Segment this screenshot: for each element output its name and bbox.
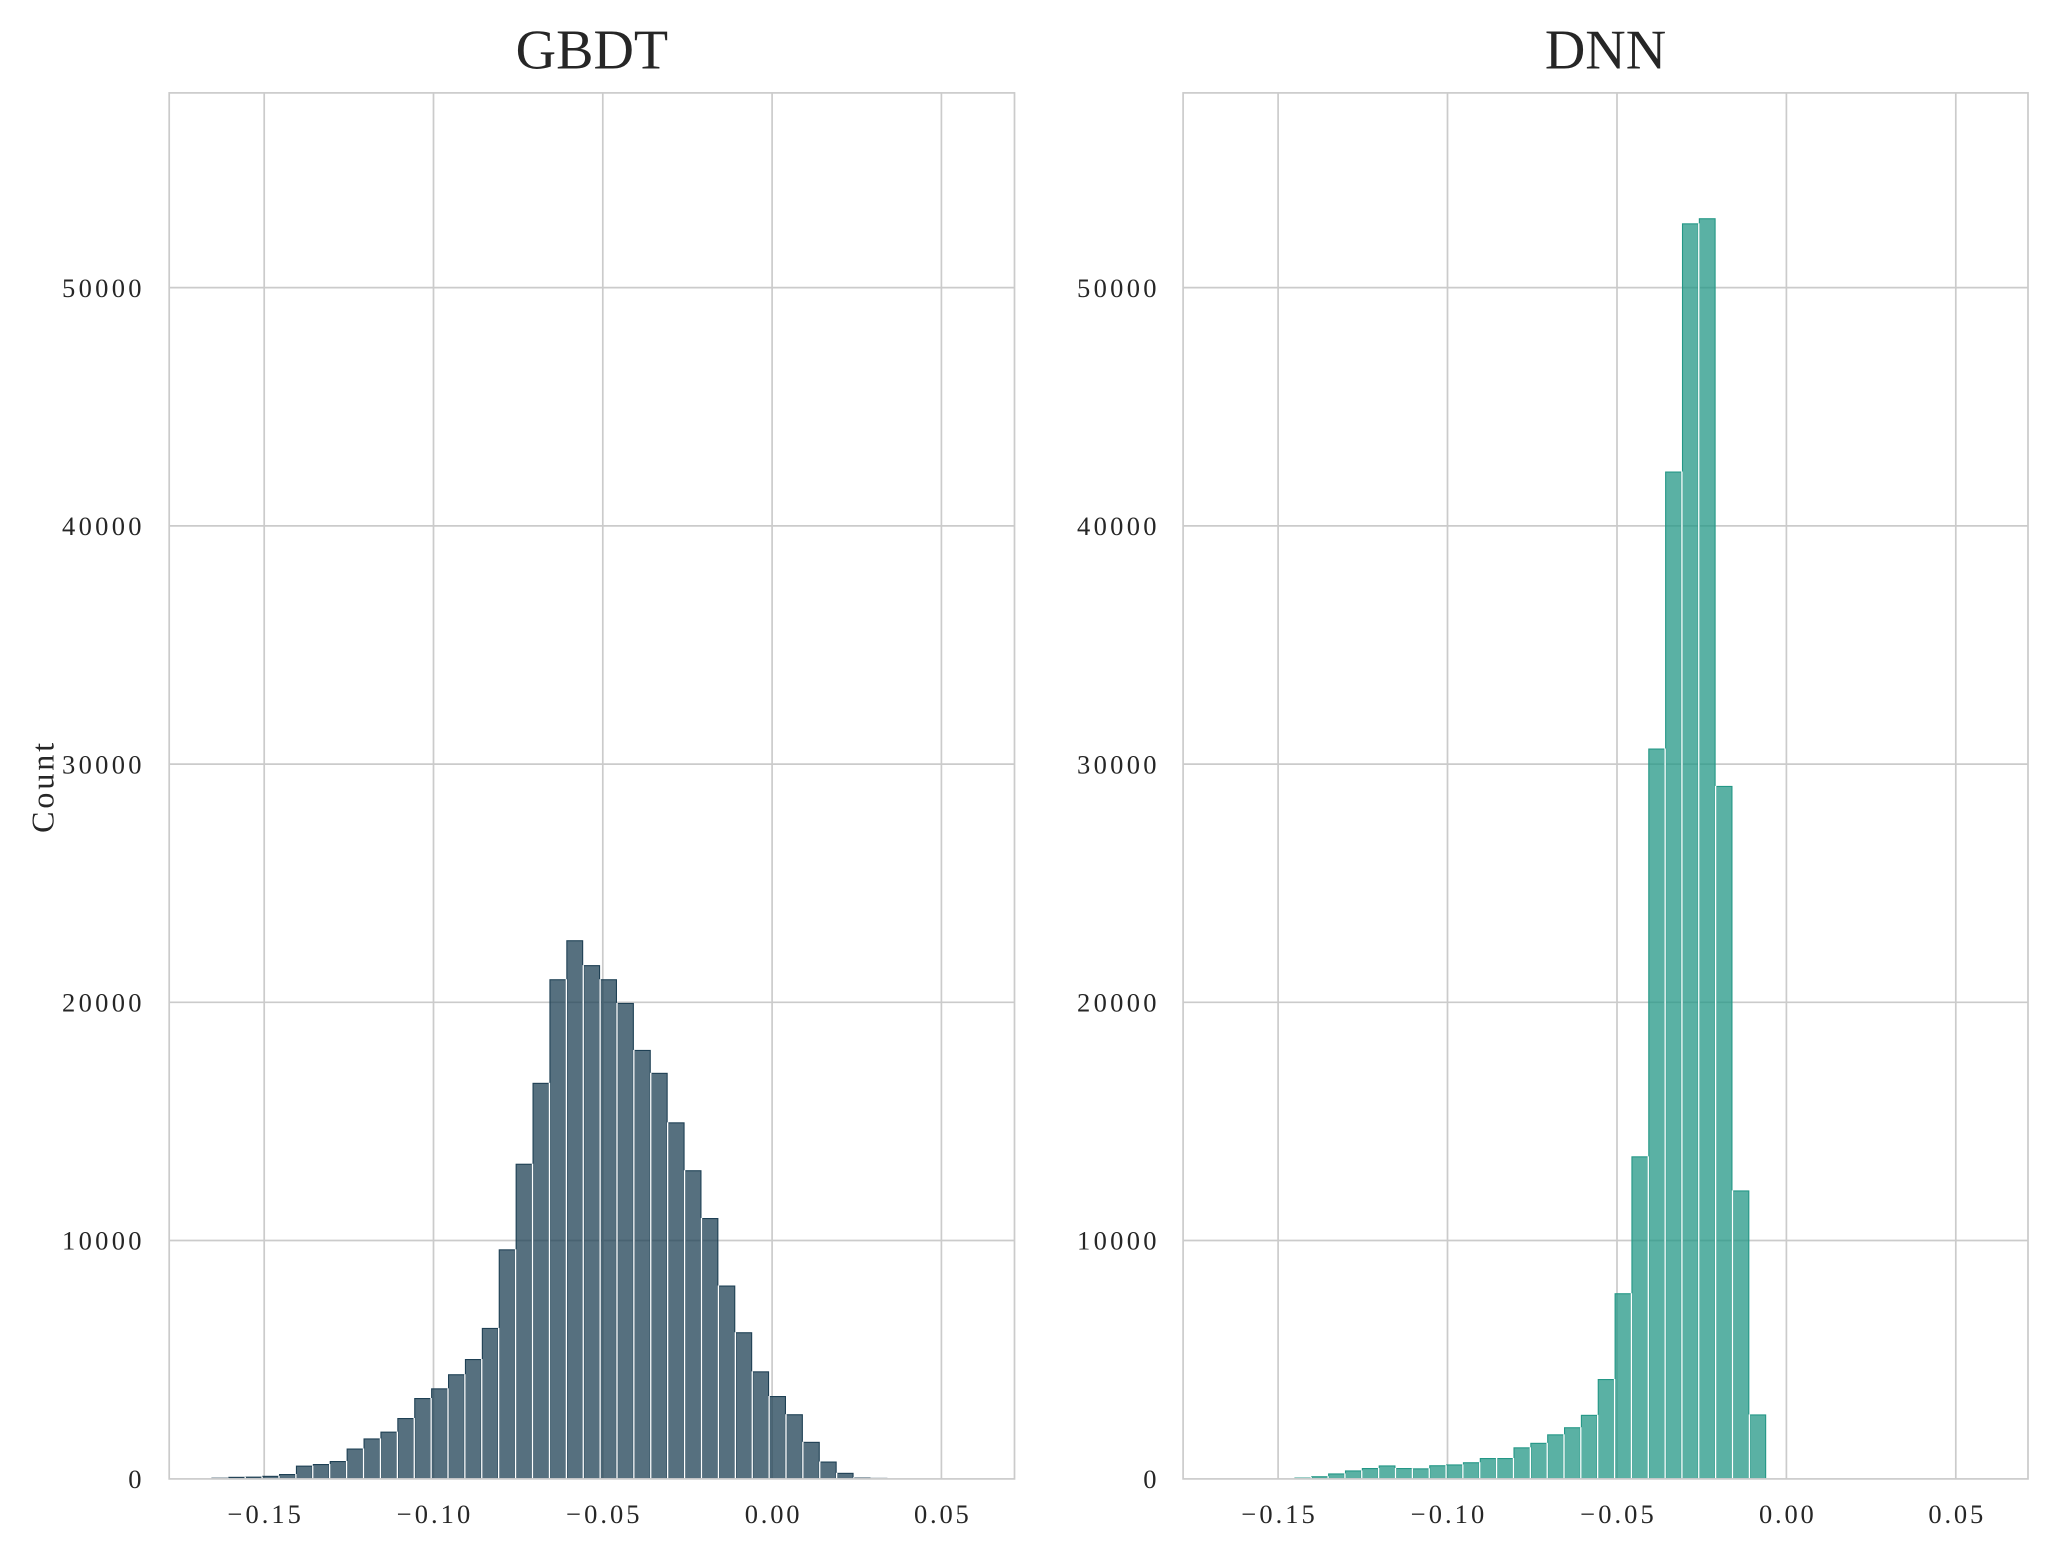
svg-text:30000: 30000 bbox=[1077, 749, 1157, 779]
svg-text:0.05: 0.05 bbox=[1928, 1499, 1983, 1529]
svg-text:0: 0 bbox=[1143, 1464, 1156, 1494]
svg-text:0: 0 bbox=[128, 1464, 141, 1494]
svg-text:−0.15: −0.15 bbox=[228, 1499, 301, 1529]
svg-text:−0.15: −0.15 bbox=[1241, 1499, 1314, 1529]
svg-text:0.00: 0.00 bbox=[1759, 1499, 1814, 1529]
svg-text:10000: 10000 bbox=[62, 1226, 142, 1256]
svg-text:0.00: 0.00 bbox=[745, 1499, 800, 1529]
svg-text:50000: 50000 bbox=[1077, 273, 1157, 303]
svg-text:Count: Count bbox=[24, 743, 60, 833]
svg-text:DNN: DNN bbox=[1545, 20, 1666, 82]
svg-text:−0.10: −0.10 bbox=[1411, 1499, 1484, 1529]
svg-text:−0.05: −0.05 bbox=[1580, 1499, 1653, 1529]
svg-text:40000: 40000 bbox=[1077, 511, 1157, 541]
svg-text:20000: 20000 bbox=[1077, 988, 1157, 1018]
svg-text:−0.05: −0.05 bbox=[566, 1499, 639, 1529]
svg-text:−0.10: −0.10 bbox=[397, 1499, 470, 1529]
svg-text:30000: 30000 bbox=[62, 749, 142, 779]
svg-text:50000: 50000 bbox=[62, 273, 142, 303]
svg-text:40000: 40000 bbox=[62, 511, 142, 541]
svg-text:0.05: 0.05 bbox=[914, 1499, 969, 1529]
svg-text:10000: 10000 bbox=[1077, 1226, 1157, 1256]
svg-text:20000: 20000 bbox=[62, 988, 142, 1018]
svg-text:GBDT: GBDT bbox=[516, 20, 668, 82]
